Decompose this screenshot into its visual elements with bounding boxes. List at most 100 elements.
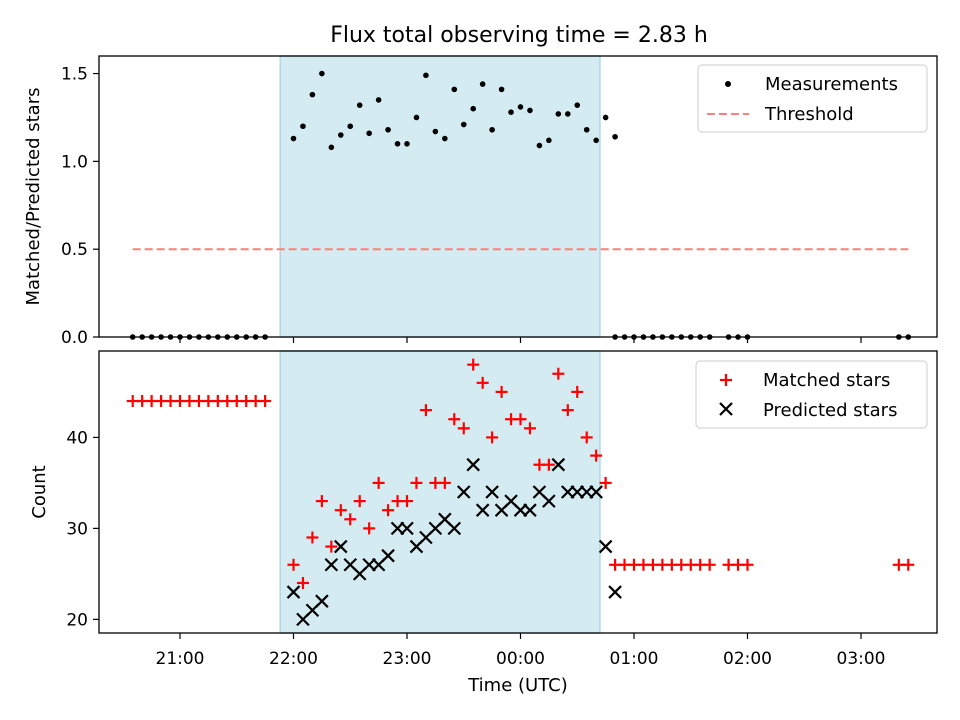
measurement-point [423, 72, 429, 79]
bottom-y-axis-label: Count [29, 465, 50, 518]
matched-star-point [561, 404, 574, 417]
legend-measurements-marker [725, 81, 731, 87]
measurement-point [612, 133, 618, 140]
y-tick-label: 30 [66, 519, 88, 539]
matched-star-point [296, 576, 309, 589]
measurement-point [385, 126, 391, 133]
matched-star-point [495, 385, 508, 398]
x-tick-label: 23:00 [383, 649, 432, 669]
predicted-star-point [334, 539, 348, 554]
measurement-point [309, 91, 316, 98]
y-tick-label: 20 [66, 610, 88, 630]
measurement-point [602, 114, 609, 121]
measurement-point [356, 102, 363, 108]
observing-window-span [279, 350, 601, 634]
predicted-star-point [475, 503, 490, 517]
predicted-star-point [542, 494, 556, 508]
matched-star-point [542, 458, 555, 471]
bottom-axes-frame [98, 350, 938, 634]
top-legend-frame [697, 64, 928, 133]
predicted-star-point [551, 457, 566, 472]
matched-star-point [590, 449, 603, 462]
predicted-star-point [400, 521, 414, 536]
measurement-point [479, 81, 486, 87]
bottom-legend: Matched stars Predicted stars [695, 360, 928, 429]
matched-star-point [419, 404, 432, 417]
bottom-legend-frame [695, 360, 928, 429]
measurement-point [564, 111, 571, 117]
matched-star-point [315, 495, 328, 508]
measurement-point [300, 123, 306, 130]
matched-star-point [514, 413, 527, 426]
measurement-point [442, 135, 448, 142]
x-axis-label: Time (UTC) [467, 675, 568, 696]
matched-star-point [448, 413, 461, 426]
measurement-point [583, 126, 590, 133]
matched-star-point [486, 431, 499, 444]
measurement-point [470, 105, 477, 112]
measurement-point [546, 137, 552, 144]
matched-star-point [372, 476, 385, 489]
matched-star-point [259, 395, 272, 408]
predicted-star-point [381, 548, 395, 563]
matched-star-point [287, 558, 300, 571]
predicted-star-point [466, 457, 480, 472]
measurement-point [413, 114, 420, 121]
x-tick-label: 00:00 [496, 649, 545, 669]
predicted-star-point [485, 485, 499, 499]
matched-star-point [703, 558, 716, 571]
measurement-point [290, 135, 297, 142]
predicted-star-point [456, 485, 471, 499]
measurement-point [347, 123, 354, 130]
observing-window-span [279, 55, 601, 338]
measurement-point [328, 144, 335, 151]
matched-star-point [353, 495, 366, 508]
matched-star-point [344, 513, 357, 526]
matched-star-point [401, 495, 413, 508]
measurement-point [404, 141, 410, 147]
measurement-point [508, 109, 514, 115]
bottom-panel: 20 30 40 21:00 22:00 23:00 00:00 01:00 02:00 03:… [29, 350, 938, 696]
matched-star-point [410, 476, 423, 489]
predicted-star-point [447, 521, 462, 536]
matched-star-point [523, 422, 536, 435]
y-tick-label: 1.0 [61, 152, 88, 172]
matched-star-point [467, 358, 480, 371]
matched-star-point [599, 476, 612, 489]
matched-star-point [363, 522, 376, 535]
measurement-point [517, 104, 524, 110]
predicted-star-point [324, 557, 339, 572]
x-tick-label: 01:00 [610, 649, 659, 669]
measurement-point [489, 126, 495, 133]
measurement-point [460, 121, 467, 128]
y-tick-label: 1.5 [61, 65, 88, 85]
predicted-star-point [315, 594, 329, 608]
matched-star-point [325, 540, 338, 553]
predicted-star-point [286, 585, 301, 599]
measurement-point [319, 70, 325, 77]
measurement-point [555, 111, 562, 117]
legend-predicted-label: Predicted stars [763, 400, 897, 421]
top-panel: 0.0 0.5 1.0 1.5 Matched/Predicted stars Mea… [23, 55, 938, 348]
measurement-point [394, 141, 401, 147]
legend-matched-marker [720, 374, 732, 386]
y-tick-label: 0.0 [61, 328, 88, 348]
predicted-star-point [608, 585, 622, 599]
x-tick-label: 22:00 [269, 649, 318, 669]
matched-star-point [580, 431, 593, 444]
matched-star-point [438, 476, 451, 489]
matched-star-point [902, 558, 915, 571]
measurement-point [366, 130, 372, 137]
x-tick-label: 02:00 [723, 649, 772, 669]
measurement-point [536, 142, 543, 149]
legend-threshold-label: Threshold [764, 104, 854, 125]
measurement-point [337, 132, 344, 138]
x-tick-label: 21:00 [156, 649, 205, 669]
measurement-point [375, 97, 382, 103]
top-y-axis-label: Matched/Predicted stars [23, 88, 44, 306]
matched-star-point [741, 558, 754, 571]
matched-star-point [382, 504, 395, 517]
predicted-star-point [523, 503, 537, 517]
measurement-point [574, 102, 581, 108]
